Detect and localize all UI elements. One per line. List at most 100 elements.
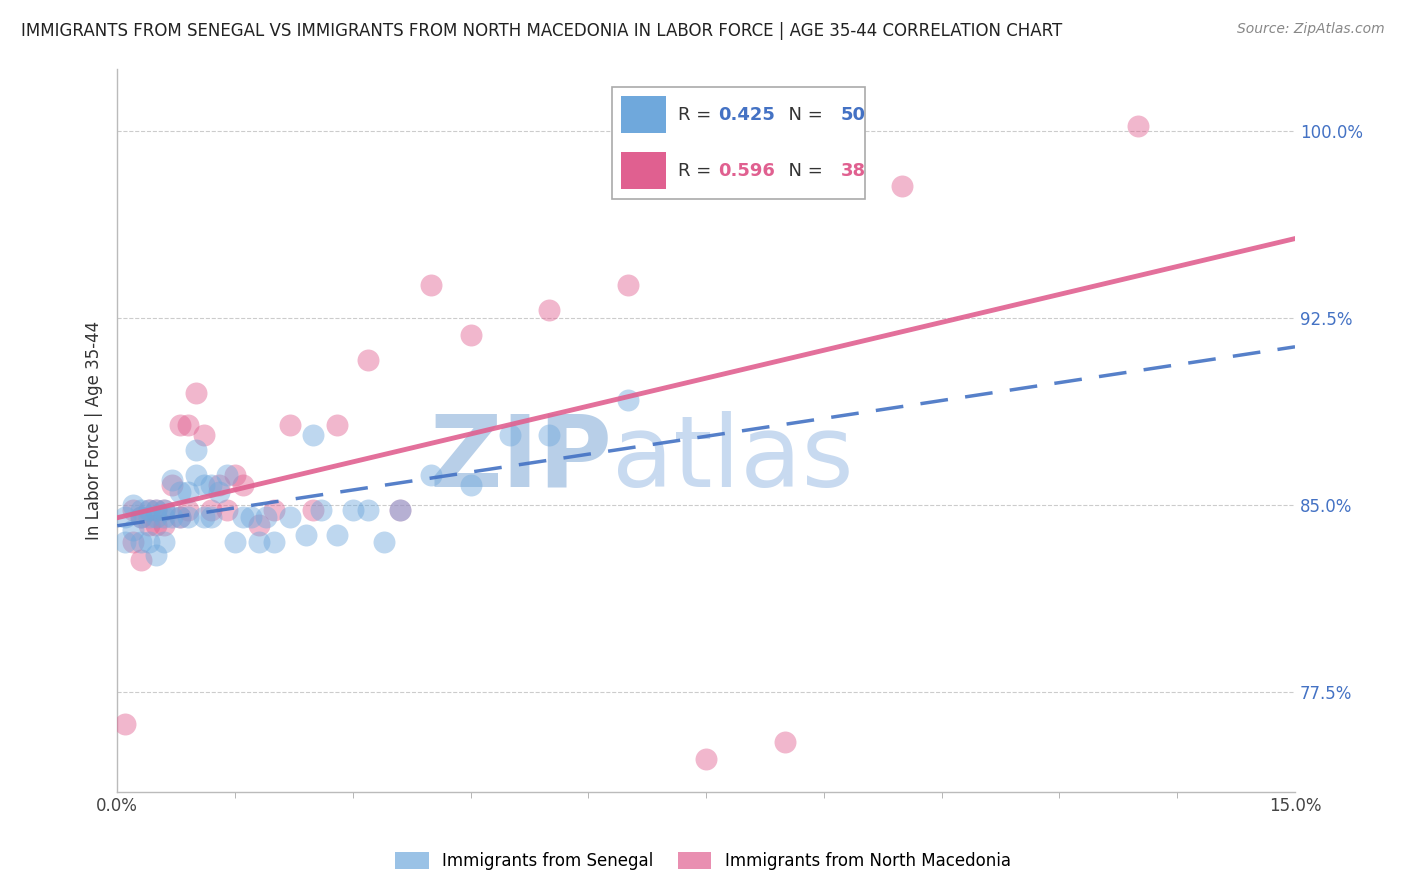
- Point: [138, 503, 160, 517]
- Point: [263, 503, 285, 517]
- Point: [129, 553, 152, 567]
- Text: N =: N =: [776, 161, 828, 179]
- Point: [177, 418, 200, 433]
- Point: [420, 278, 443, 293]
- Point: [538, 428, 561, 442]
- Point: [129, 510, 152, 524]
- Point: [145, 548, 167, 562]
- Text: atlas: atlas: [612, 410, 853, 508]
- Text: IMMIGRANTS FROM SENEGAL VS IMMIGRANTS FROM NORTH MACEDONIA IN LABOR FORCE | AGE : IMMIGRANTS FROM SENEGAL VS IMMIGRANTS FR…: [21, 22, 1063, 40]
- Point: [169, 485, 191, 500]
- Text: 38: 38: [841, 161, 866, 179]
- Point: [357, 353, 380, 368]
- Point: [160, 473, 183, 487]
- Point: [160, 478, 183, 492]
- Bar: [621, 152, 666, 189]
- Point: [891, 178, 914, 193]
- Point: [420, 468, 443, 483]
- Text: 0.596: 0.596: [718, 161, 775, 179]
- Point: [224, 535, 246, 549]
- Point: [278, 418, 301, 433]
- Point: [153, 510, 176, 524]
- Point: [773, 735, 796, 749]
- Point: [169, 418, 191, 433]
- Point: [145, 503, 167, 517]
- Point: [460, 478, 482, 492]
- Text: N =: N =: [776, 105, 828, 124]
- Point: [239, 510, 262, 524]
- Point: [294, 528, 316, 542]
- Point: [177, 510, 200, 524]
- Point: [311, 503, 333, 517]
- Point: [357, 503, 380, 517]
- Point: [114, 535, 136, 549]
- Point: [224, 468, 246, 483]
- Point: [302, 428, 325, 442]
- Point: [342, 503, 364, 517]
- Point: [263, 535, 285, 549]
- Point: [122, 503, 145, 517]
- Point: [373, 535, 395, 549]
- Point: [184, 385, 207, 400]
- Point: [138, 535, 160, 549]
- Text: R =: R =: [678, 105, 717, 124]
- Point: [278, 510, 301, 524]
- Point: [160, 510, 183, 524]
- Point: [326, 528, 349, 542]
- Point: [145, 517, 167, 532]
- Point: [200, 503, 222, 517]
- Point: [177, 485, 200, 500]
- Point: [208, 485, 231, 500]
- Point: [232, 478, 254, 492]
- Point: [138, 503, 160, 517]
- Point: [208, 478, 231, 492]
- Legend: Immigrants from Senegal, Immigrants from North Macedonia: Immigrants from Senegal, Immigrants from…: [388, 845, 1018, 877]
- Text: R =: R =: [678, 161, 717, 179]
- Point: [232, 510, 254, 524]
- Point: [217, 468, 239, 483]
- Point: [145, 503, 167, 517]
- Point: [538, 303, 561, 318]
- Point: [153, 517, 176, 532]
- Text: 0.425: 0.425: [718, 105, 775, 124]
- Point: [129, 503, 152, 517]
- Point: [254, 510, 277, 524]
- Point: [616, 393, 638, 408]
- Text: Source: ZipAtlas.com: Source: ZipAtlas.com: [1237, 22, 1385, 37]
- FancyBboxPatch shape: [612, 87, 865, 199]
- Point: [122, 498, 145, 512]
- Text: 50: 50: [841, 105, 865, 124]
- Point: [177, 503, 200, 517]
- Point: [184, 468, 207, 483]
- Point: [388, 503, 411, 517]
- Point: [200, 478, 222, 492]
- Point: [247, 517, 270, 532]
- Point: [460, 328, 482, 343]
- Point: [695, 752, 717, 766]
- Point: [217, 503, 239, 517]
- Point: [114, 510, 136, 524]
- Point: [200, 510, 222, 524]
- Point: [138, 517, 160, 532]
- Point: [193, 510, 215, 524]
- Point: [122, 523, 145, 537]
- Point: [169, 510, 191, 524]
- Point: [247, 535, 270, 549]
- Point: [499, 428, 522, 442]
- Point: [114, 717, 136, 731]
- Point: [193, 478, 215, 492]
- Text: ZIP: ZIP: [429, 410, 612, 508]
- Point: [193, 428, 215, 442]
- Point: [1126, 119, 1149, 133]
- Point: [153, 535, 176, 549]
- Point: [153, 503, 176, 517]
- Y-axis label: In Labor Force | Age 35-44: In Labor Force | Age 35-44: [86, 320, 103, 540]
- Point: [184, 443, 207, 458]
- Point: [153, 503, 176, 517]
- Point: [129, 535, 152, 549]
- Point: [169, 510, 191, 524]
- Point: [326, 418, 349, 433]
- Point: [138, 510, 160, 524]
- Point: [122, 535, 145, 549]
- Point: [129, 510, 152, 524]
